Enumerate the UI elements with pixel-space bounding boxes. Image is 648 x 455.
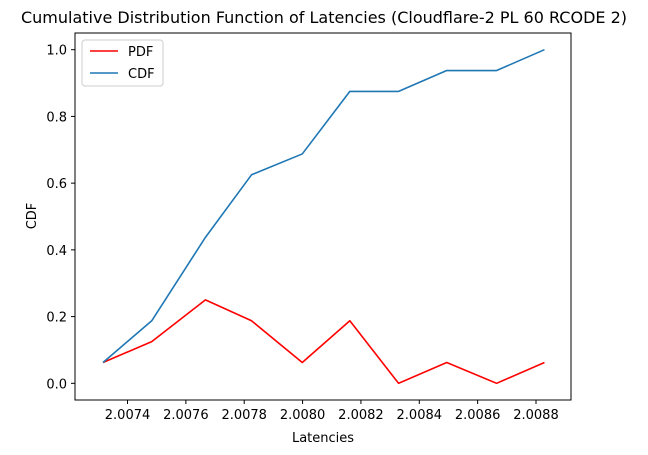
x-tick-label: 2.0080 [280, 408, 326, 423]
x-tick-label: 2.0082 [338, 408, 384, 423]
legend-label-pdf: PDF [128, 45, 153, 60]
x-tick-label: 2.0076 [163, 408, 209, 423]
y-axis-label: CDF [25, 203, 40, 230]
y-tick-label: 0.0 [46, 377, 67, 392]
series-line-cdf [102, 48, 545, 364]
x-axis-label: Latencies [292, 431, 354, 446]
plot-frame [74, 32, 572, 401]
x-tick-label: 2.0088 [513, 408, 559, 423]
y-tick-label: 0.4 [46, 244, 67, 259]
chart-title: Cumulative Distribution Function of Late… [21, 8, 627, 27]
x-tick-label: 2.0078 [221, 408, 267, 423]
legend-label-cdf: CDF [128, 67, 155, 82]
legend: PDF CDF [81, 39, 164, 87]
x-tick-label: 2.0084 [397, 408, 443, 423]
x-tick-label: 2.0086 [455, 408, 501, 423]
y-tick-label: 0.6 [46, 177, 67, 192]
y-tick-label: 1.0 [46, 44, 67, 59]
x-axis-ticks: 2.0074 2.0076 2.0078 2.0080 2.0082 2.0084 2.00… [105, 400, 559, 423]
plot-area [75, 33, 571, 400]
series-line-pdf [102, 299, 545, 385]
series-layer [102, 48, 545, 385]
y-tick-label: 0.8 [46, 110, 67, 125]
y-axis-ticks: 0.0 0.2 0.4 0.6 0.8 1.0 [46, 44, 75, 392]
x-tick-label: 2.0074 [105, 408, 151, 423]
y-tick-label: 0.2 [46, 311, 67, 326]
